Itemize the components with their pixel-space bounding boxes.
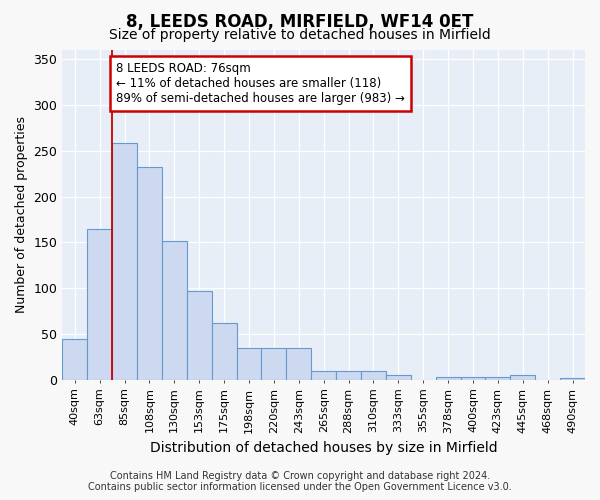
Bar (212, 323, 236, 380)
Bar (262, 348, 286, 380)
Y-axis label: Number of detached properties: Number of detached properties (15, 116, 28, 314)
Bar (236, 348, 262, 380)
Bar (187, 291, 212, 380)
Bar (286, 348, 311, 380)
Bar (511, 376, 535, 380)
X-axis label: Distribution of detached houses by size in Mirfield: Distribution of detached houses by size … (150, 441, 497, 455)
Text: Size of property relative to detached houses in Mirfield: Size of property relative to detached ho… (109, 28, 491, 42)
Bar (560, 378, 585, 380)
Bar (137, 168, 162, 380)
Bar (162, 240, 187, 380)
Bar (361, 370, 386, 380)
Text: 8 LEEDS ROAD: 76sqm
← 11% of detached houses are smaller (118)
89% of semi-detac: 8 LEEDS ROAD: 76sqm ← 11% of detached ho… (116, 62, 404, 105)
Bar (87, 228, 112, 380)
Bar (436, 377, 461, 380)
Bar (311, 370, 336, 380)
Bar (386, 376, 411, 380)
Bar (461, 377, 485, 380)
Text: 8, LEEDS ROAD, MIRFIELD, WF14 0ET: 8, LEEDS ROAD, MIRFIELD, WF14 0ET (127, 12, 473, 30)
Bar (336, 370, 361, 380)
Bar (485, 377, 511, 380)
Bar (62, 338, 87, 380)
Bar (112, 144, 137, 380)
Text: Contains HM Land Registry data © Crown copyright and database right 2024.
Contai: Contains HM Land Registry data © Crown c… (88, 471, 512, 492)
